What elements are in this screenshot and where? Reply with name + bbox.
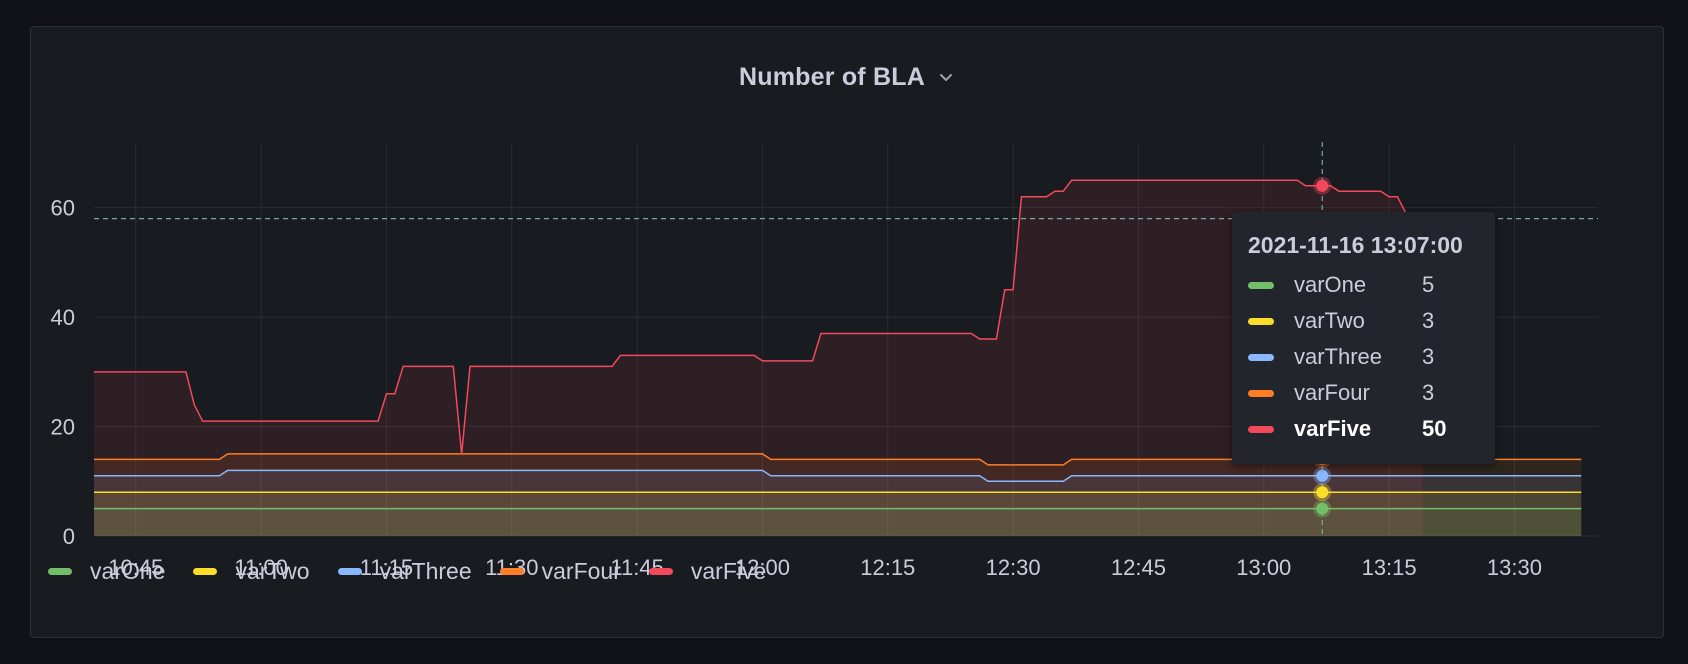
tooltip-series-name: varFive [1294,416,1372,441]
x-tick-label: 12:00 [735,555,790,580]
hover-point-varTwo [1316,486,1329,499]
legend-swatch [193,568,218,575]
tooltip-timestamp: 2021-11-16 13:07:00 [1248,232,1463,258]
legend-label: varThree [379,558,472,584]
tooltip-swatch [1248,317,1274,325]
tooltip-rows: varOne 5 varTwo 3 varThree 3 varFour 3 varFive 50 [1248,267,1495,447]
tooltip-series-value: 50 [1422,416,1447,441]
panel-header[interactable]: Number of BLA [31,57,1663,97]
tooltip-row: varThree 3 [1248,339,1495,375]
tooltip-swatch [1248,281,1274,289]
tooltip-series-value: 3 [1422,344,1435,369]
legend-item-varFour[interactable]: varFour [499,558,621,585]
chevron-down-icon[interactable] [937,68,955,86]
x-tick-label: 13:15 [1362,555,1417,580]
series-area-varOne [94,508,1582,536]
x-tick-label: 10:45 [108,555,163,580]
legend-label: varTwo [235,558,310,584]
x-tick-label: 13:30 [1487,555,1542,580]
tooltip-swatch [1248,353,1274,361]
tooltip-row: varFive 50 [1248,411,1495,447]
tooltip-series-value: 5 [1422,272,1435,297]
hover-tooltip: 2021-11-16 13:07:00 varOne 5 varTwo 3 varThr… [1232,212,1495,464]
tooltip-row: varOne 5 [1248,267,1495,303]
legend-swatch [337,568,362,575]
legend-label: varOne [90,558,166,584]
x-tick-label: 13:00 [1236,555,1291,580]
series-line-varThree [94,469,1582,483]
chart-legend: varOne varTwo varThree varFour varFive [48,558,766,585]
hover-point-varOne [1316,502,1329,515]
series-line-varFive [94,179,1424,454]
x-tick-label: 11:45 [610,555,663,580]
legend-label: varFour [541,558,621,584]
legend-item-varTwo[interactable]: varTwo [193,558,310,585]
tooltip-row: varFour 3 [1248,375,1495,411]
x-tick-label: 12:30 [986,555,1041,580]
x-tick-label: 11:00 [234,555,287,580]
legend-swatch [48,568,72,575]
y-tick-label: 0 [63,524,75,549]
panel-title[interactable]: Number of BLA [739,62,925,91]
series-area-varTwo [94,492,1582,536]
y-tick-label: 40 [51,305,75,330]
legend-swatch [648,568,673,575]
series-area-varThree [94,470,1582,536]
x-tick-label: 11:15 [360,555,413,580]
y-tick-label: 20 [51,415,75,440]
series-area-varFour [94,453,1582,536]
tooltip-swatch [1248,425,1274,433]
x-tick-label: 11:30 [485,555,538,580]
tooltip-series-name: varFour [1294,380,1370,405]
tooltip-row: varTwo 3 [1248,303,1495,339]
tooltip-series-name: varOne [1294,272,1367,297]
hover-point-varThree [1316,469,1329,482]
series-line-varFour [94,453,1582,466]
hover-point-varFive [1316,179,1329,192]
x-tick-label: 12:45 [1111,555,1166,580]
legend-item-varFive[interactable]: varFive [648,558,767,585]
tooltip-series-value: 3 [1422,380,1435,405]
tooltip-series-name: varThree [1294,344,1383,369]
legend-swatch [499,568,524,575]
tooltip-series-value: 3 [1422,308,1435,333]
legend-item-varThree[interactable]: varThree [337,558,472,585]
x-tick-label: 12:15 [860,555,915,580]
legend-label: varFive [690,558,767,584]
tooltip-swatch [1248,389,1274,397]
legend-item-varOne[interactable]: varOne [48,558,165,585]
tooltip-series-name: varTwo [1294,308,1365,333]
y-tick-label: 60 [51,196,75,221]
